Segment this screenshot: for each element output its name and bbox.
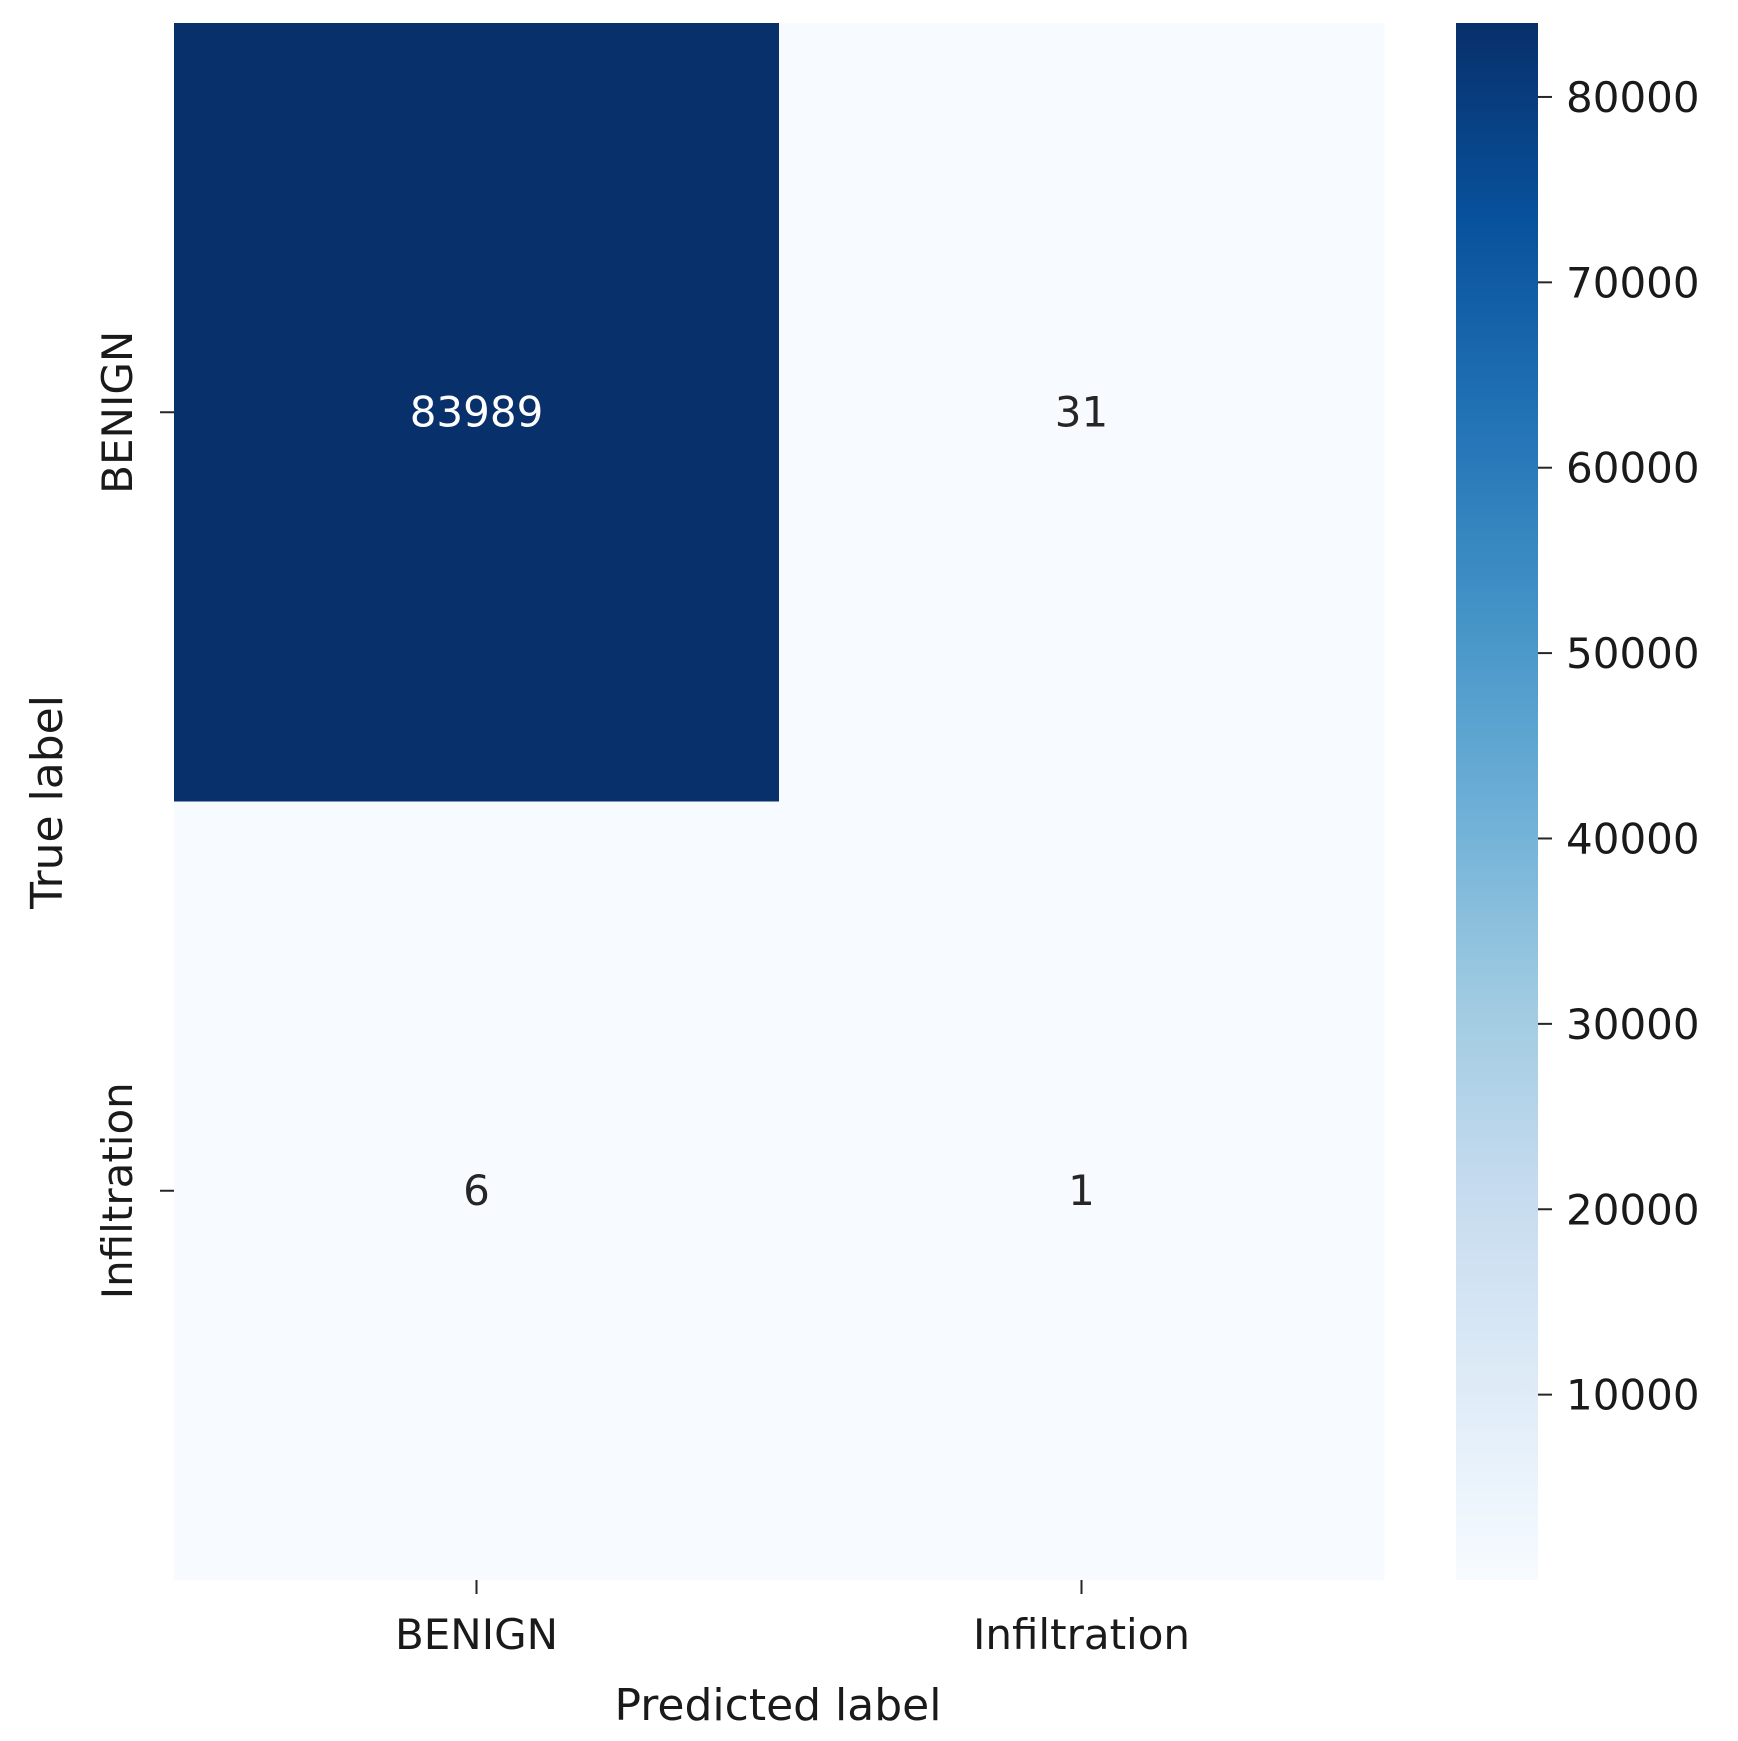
colorbar-tick-label: 10000 bbox=[1566, 1371, 1700, 1420]
y-tick-label: Infiltration bbox=[93, 1082, 142, 1299]
heatmap-cell bbox=[174, 801, 780, 1581]
x-tick-label: BENIGN bbox=[395, 1610, 558, 1659]
colorbar-axis: 10000 20000 30000 40000 50000 60000 70000 80000 bbox=[1538, 73, 1700, 1420]
y-axis: BENIGN Infiltration bbox=[93, 331, 174, 1299]
x-tick-label: Infiltration bbox=[973, 1610, 1190, 1659]
colorbar bbox=[1456, 23, 1538, 1580]
heatmap-cells bbox=[174, 23, 1385, 1581]
x-axis-title: Predicted label bbox=[615, 1680, 942, 1731]
colorbar-tick-label: 80000 bbox=[1566, 73, 1700, 122]
cell-value-label: 1 bbox=[1068, 1166, 1095, 1215]
colorbar-tick-label: 70000 bbox=[1566, 258, 1700, 307]
colorbar-tick-label: 20000 bbox=[1566, 1185, 1700, 1234]
y-tick-label: BENIGN bbox=[93, 331, 142, 494]
heatmap-cell bbox=[779, 801, 1385, 1581]
cell-value-label: 6 bbox=[463, 1166, 490, 1215]
x-axis: BENIGN Infiltration bbox=[395, 1580, 1190, 1659]
cell-value-label: 83989 bbox=[410, 387, 544, 436]
colorbar-tick-label: 50000 bbox=[1566, 629, 1700, 678]
heatmap-cell bbox=[779, 23, 1385, 802]
cell-value-label: 31 bbox=[1055, 387, 1108, 436]
heatmap-cell-labels: 83989 31 6 1 bbox=[410, 387, 1109, 1215]
y-axis-title: True label bbox=[22, 695, 73, 910]
colorbar-tick-label: 30000 bbox=[1566, 1000, 1700, 1049]
colorbar-tick-label: 60000 bbox=[1566, 444, 1700, 493]
heatmap-cell bbox=[174, 23, 780, 802]
colorbar-tick-label: 40000 bbox=[1566, 814, 1700, 863]
